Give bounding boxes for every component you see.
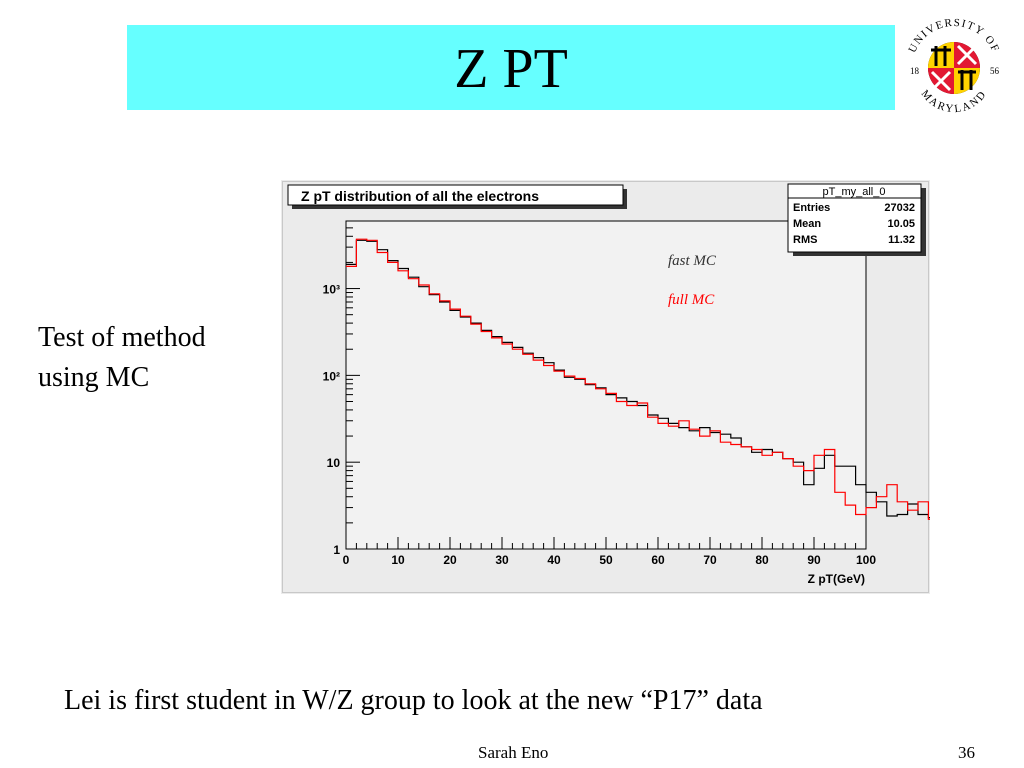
legend-fast-mc: fast MC [668,253,717,269]
y-tick-label: 10 [327,456,341,470]
plot-frame [345,220,867,550]
footer-author: Sarah Eno [478,743,549,762]
y-tick-label: 10³ [323,283,340,297]
histogram-full-mc [346,238,930,520]
x-tick-label: 60 [651,553,665,567]
stats-box-name: pT_my_all_0 [823,186,886,198]
x-tick-label: 10 [391,553,405,567]
histogram-series [346,238,930,520]
stats-value: 27032 [884,202,915,214]
side-text-line: Test of method [38,322,206,353]
x-tick-label: 40 [547,553,561,567]
logo-year-left: 18 [910,66,920,76]
side-text-line: using MC [38,362,150,393]
page-number: 36 [958,743,975,762]
slide-title: Z PT [454,38,568,100]
y-tick-label: 1 [333,543,340,557]
stats-label: RMS [793,234,817,246]
histogram-plot: 1 10 10² 10³ 0 10 20 30 40 50 60 70 80 90 100 Z pT di… [281,180,930,594]
x-tick-label: 20 [443,553,457,567]
x-axis: 0 10 20 30 40 50 60 70 80 90 100 [343,537,876,567]
x-tick-label: 90 [807,553,821,567]
x-tick-label: 0 [343,553,350,567]
x-tick-label: 50 [599,553,613,567]
x-tick-label: 30 [495,553,509,567]
canvas-border [282,181,929,593]
legend-full-mc: full MC [668,292,715,308]
x-tick-label: 100 [856,553,876,567]
title-band [127,25,895,110]
logo-year-right: 56 [990,66,1000,76]
stats-value: 10.05 [887,218,915,230]
maryland-shield-icon [928,42,980,94]
stats-value: 11.32 [888,234,915,246]
side-text: Test of method using MC [38,318,206,398]
title-box: Z pT distribution of all the electrons [287,184,627,209]
bottom-text: Lei is first student in W/Z group to loo… [64,685,763,716]
stats-label: Mean [793,218,821,230]
x-axis-label: Z pT(GeV) [808,572,865,586]
stats-box: pT_my_all_0 Entries 27032 Mean 10.05 RMS… [787,183,926,256]
x-tick-label: 80 [755,553,769,567]
y-tick-label: 10² [323,369,340,383]
stats-label: Entries [793,202,830,214]
chart-title: Z pT distribution of all the electrons [301,188,539,204]
university-of-maryland-logo: UNIVERSITY OF MARYLAND 18 56 [900,14,1008,122]
x-tick-label: 70 [703,553,717,567]
y-axis: 1 10 10² 10³ [323,220,360,557]
